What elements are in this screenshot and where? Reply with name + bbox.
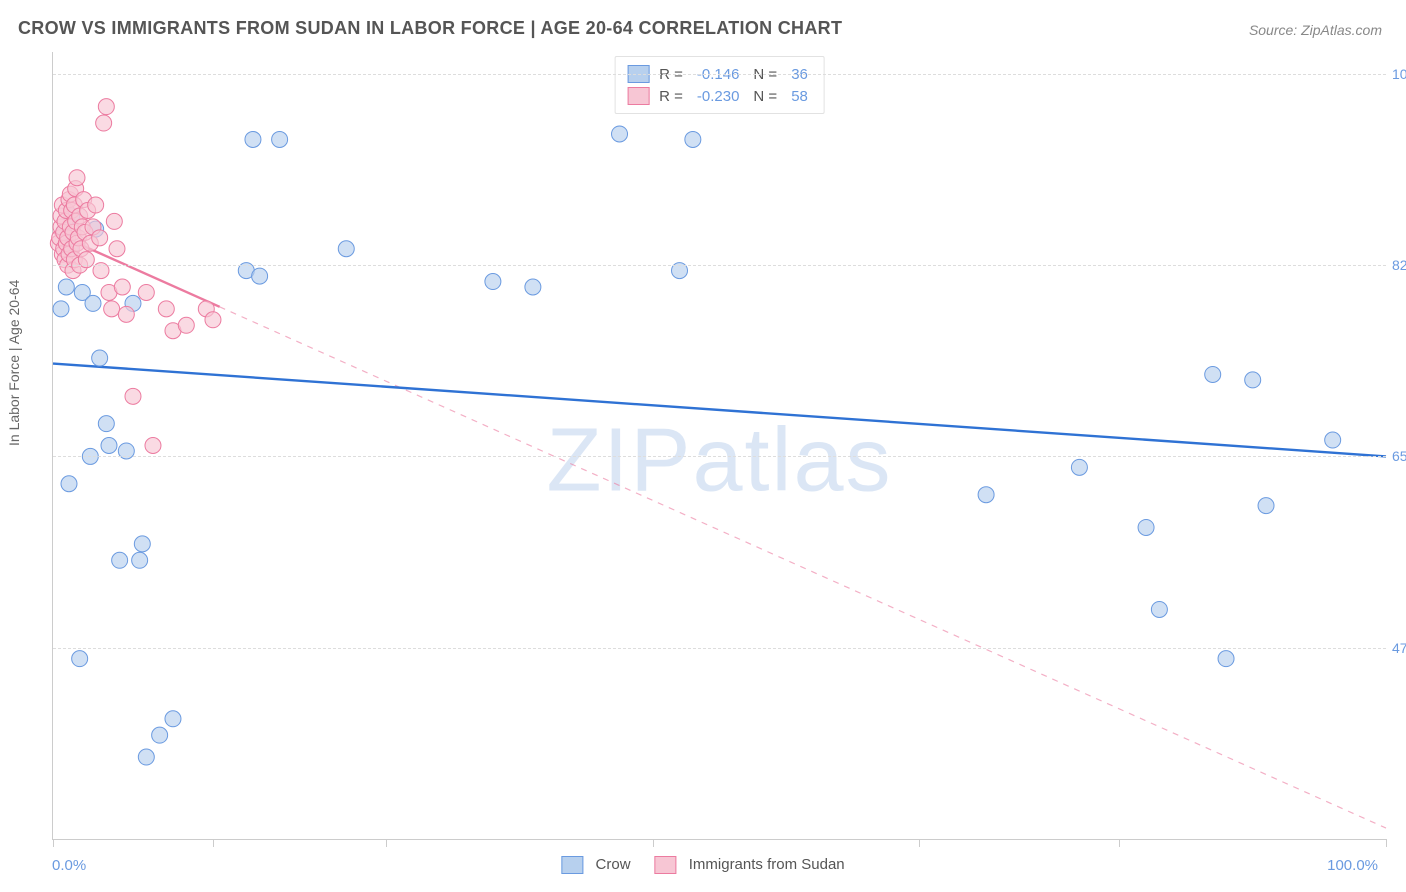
x-tick [213, 839, 214, 847]
x-tick [386, 839, 387, 847]
gridline [53, 648, 1386, 649]
y-axis-label: In Labor Force | Age 20-64 [6, 280, 22, 446]
data-point [125, 388, 141, 404]
data-point [114, 279, 130, 295]
data-point [145, 438, 161, 454]
legend-r-value: -0.230 [697, 88, 740, 105]
data-point [106, 213, 122, 229]
data-point [72, 651, 88, 667]
x-tick [1386, 839, 1387, 847]
data-point [272, 131, 288, 147]
data-point [98, 416, 114, 432]
legend-top-row: R = -0.230 N = 58 [627, 85, 812, 107]
legend-n-value: 58 [791, 88, 808, 105]
data-point [132, 552, 148, 568]
data-point [1071, 459, 1087, 475]
x-tick [919, 839, 920, 847]
data-point [92, 350, 108, 366]
data-point [1151, 601, 1167, 617]
scatter-plot [53, 52, 1386, 839]
data-point [525, 279, 541, 295]
y-tick-label: 82.5% [1392, 257, 1406, 273]
legend-swatch-pink [627, 87, 649, 105]
x-tick [1119, 839, 1120, 847]
legend-item: Immigrants from Sudan [655, 856, 845, 874]
legend-n-label: N = [753, 88, 777, 105]
data-point [978, 487, 994, 503]
data-point [61, 476, 77, 492]
x-tick [53, 839, 54, 847]
chart-page: CROW VS IMMIGRANTS FROM SUDAN IN LABOR F… [0, 0, 1406, 892]
data-point [98, 99, 114, 115]
data-point [96, 115, 112, 131]
data-point [138, 749, 154, 765]
y-tick-label: 65.0% [1392, 448, 1406, 464]
chart-title: CROW VS IMMIGRANTS FROM SUDAN IN LABOR F… [18, 18, 842, 39]
data-point [1325, 432, 1341, 448]
data-point [165, 711, 181, 727]
data-point [612, 126, 628, 142]
data-point [485, 274, 501, 290]
data-point [118, 306, 134, 322]
data-point [338, 241, 354, 257]
data-point [109, 241, 125, 257]
x-tick [653, 839, 654, 847]
x-axis-min-label: 0.0% [52, 857, 86, 874]
data-point [104, 301, 120, 317]
data-point [92, 230, 108, 246]
legend-swatch-pink [655, 856, 677, 874]
data-point [134, 536, 150, 552]
chart-frame: ZIPatlas R = -0.146 N = 36 R = -0.230 N … [52, 52, 1386, 840]
x-axis-max-label: 100.0% [1327, 857, 1378, 874]
data-point [205, 312, 221, 328]
data-point [1138, 519, 1154, 535]
legend-label: Immigrants from Sudan [689, 856, 845, 873]
legend-item: Crow [561, 856, 630, 874]
data-point [152, 727, 168, 743]
data-point [58, 279, 74, 295]
data-point [1205, 366, 1221, 382]
data-point [85, 295, 101, 311]
data-point [1218, 651, 1234, 667]
legend-bottom: Crow Immigrants from Sudan [561, 856, 844, 874]
data-point [69, 170, 85, 186]
data-point [101, 438, 117, 454]
legend-label: Crow [596, 856, 631, 873]
data-point [245, 131, 261, 147]
gridline [53, 456, 1386, 457]
legend-top: R = -0.146 N = 36 R = -0.230 N = 58 [614, 56, 825, 114]
y-tick-label: 100.0% [1392, 66, 1406, 82]
trend-line-extrapolated [220, 307, 1386, 828]
y-tick-label: 47.5% [1392, 640, 1406, 656]
data-point [88, 197, 104, 213]
data-point [252, 268, 268, 284]
data-point [53, 301, 69, 317]
trend-line [53, 364, 1386, 457]
data-point [1258, 498, 1274, 514]
gridline [53, 265, 1386, 266]
gridline [53, 74, 1386, 75]
data-point [685, 131, 701, 147]
data-point [138, 284, 154, 300]
data-point [178, 317, 194, 333]
data-point [1245, 372, 1261, 388]
legend-r-label: R = [659, 88, 683, 105]
data-point [158, 301, 174, 317]
legend-swatch-blue [561, 856, 583, 874]
source-label: Source: ZipAtlas.com [1249, 22, 1382, 38]
data-point [112, 552, 128, 568]
